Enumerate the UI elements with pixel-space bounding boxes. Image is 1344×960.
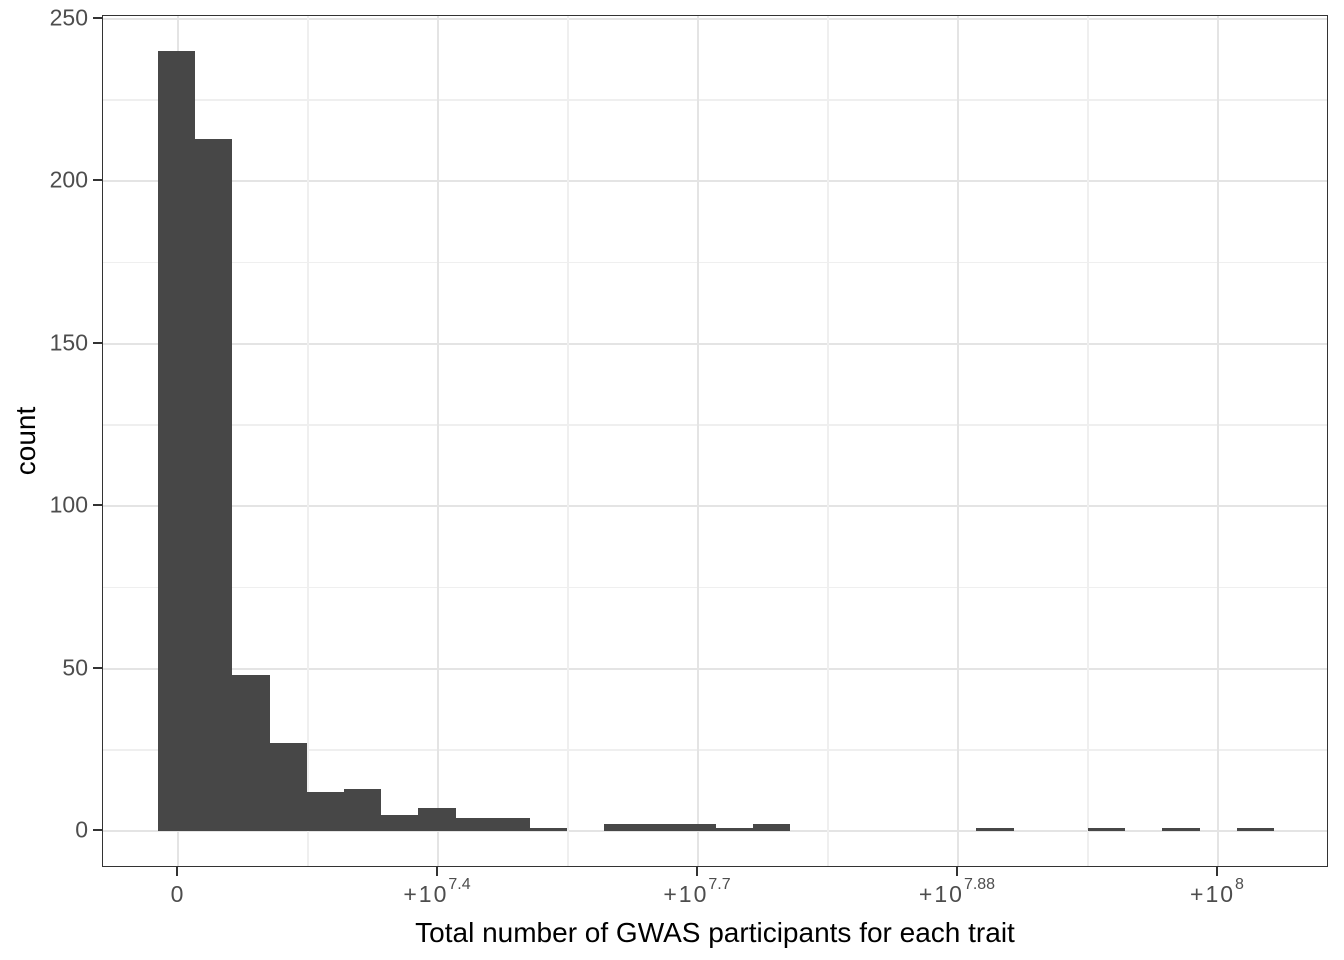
gridline-y-major xyxy=(103,342,1327,345)
histogram-bar xyxy=(1162,828,1200,831)
x-axis-tick xyxy=(176,867,178,876)
gridline-x-minor xyxy=(1087,16,1089,866)
gridline-x-minor xyxy=(567,16,569,866)
histogram-bar xyxy=(381,815,418,831)
x-tick-label: +107.88 xyxy=(918,876,996,909)
histogram-bar xyxy=(604,824,642,831)
x-tick-label-base: +10 xyxy=(1190,881,1236,907)
x-tick-label: +107.4 xyxy=(403,876,471,909)
histogram-bar xyxy=(344,789,381,831)
histogram-bar xyxy=(158,51,195,831)
x-axis-tick xyxy=(436,867,438,876)
gridline-x-major xyxy=(697,16,699,866)
gridline-y-major xyxy=(103,830,1327,832)
histogram-bar xyxy=(456,818,493,831)
y-axis-tick xyxy=(93,504,102,506)
histogram-bar xyxy=(418,808,456,831)
gridline-x-minor xyxy=(827,16,829,866)
x-axis-title: Total number of GWAS participants for ea… xyxy=(415,917,1015,948)
y-tick-label: 200 xyxy=(49,166,88,193)
y-axis-tick xyxy=(93,829,102,831)
gridline-y-minor xyxy=(103,99,1327,101)
x-axis-tick xyxy=(1216,867,1218,876)
histogram-bar xyxy=(195,139,232,831)
x-tick-label: +107.7 xyxy=(663,876,731,909)
y-tick-label: 100 xyxy=(49,491,88,518)
gridline-y-minor xyxy=(103,261,1327,263)
x-tick-label-exponent: 8 xyxy=(1235,876,1244,894)
y-axis-title: count xyxy=(10,406,41,476)
histogram-bar xyxy=(976,828,1014,831)
gridline-y-minor xyxy=(103,749,1327,751)
gridline-y-minor xyxy=(103,586,1327,588)
y-tick-label: 250 xyxy=(49,4,88,30)
histogram-bar xyxy=(307,792,344,831)
y-axis-tick xyxy=(93,666,102,669)
y-tick-label: 150 xyxy=(49,329,88,355)
gridline-x-major xyxy=(1217,16,1219,866)
histogram-bar xyxy=(493,818,530,831)
x-tick-label: +108 xyxy=(1190,876,1244,909)
histogram-bar xyxy=(679,824,716,831)
histogram-bar xyxy=(232,675,270,831)
x-tick-label-exponent: 7.7 xyxy=(708,876,731,894)
x-tick-label-base: +10 xyxy=(918,881,964,907)
histogram-bar xyxy=(1088,828,1125,831)
x-tick-label-base: +10 xyxy=(663,881,709,907)
gridline-y-major xyxy=(103,667,1327,670)
y-tick-label: 0 xyxy=(75,816,88,843)
y-axis-tick xyxy=(93,179,102,181)
histogram-bar xyxy=(530,828,567,831)
gridline-x-major xyxy=(957,16,959,866)
gridline-y-major xyxy=(103,17,1327,20)
gridline-x-major xyxy=(437,16,439,866)
histogram-bar xyxy=(642,824,679,831)
x-tick-label: 0 xyxy=(170,881,184,907)
gridline-x-minor xyxy=(307,16,309,866)
gridline-y-major xyxy=(103,180,1327,182)
y-axis-tick xyxy=(93,341,102,344)
y-tick-label: 50 xyxy=(62,654,88,680)
histogram-bar xyxy=(270,743,307,831)
x-tick-label-base: +10 xyxy=(403,881,449,907)
x-tick-label-exponent: 7.88 xyxy=(963,876,996,894)
plot-panel xyxy=(102,15,1328,867)
x-axis-tick xyxy=(696,867,698,876)
gridline-y-major xyxy=(103,505,1327,507)
histogram-bar xyxy=(753,824,790,831)
x-tick-label-exponent: 7.4 xyxy=(448,876,471,894)
gridline-y-minor xyxy=(103,424,1327,426)
histogram-bar xyxy=(716,828,753,831)
x-axis-tick xyxy=(956,867,958,876)
y-axis-tick xyxy=(93,16,102,19)
histogram-bar xyxy=(1237,828,1274,831)
